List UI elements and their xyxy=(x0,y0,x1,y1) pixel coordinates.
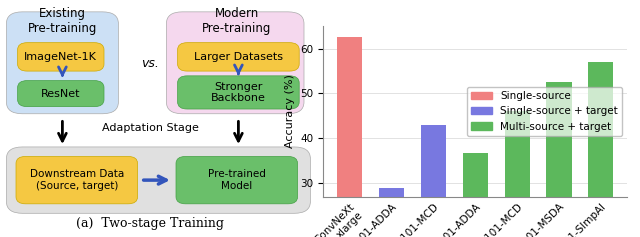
Y-axis label: Accuracy (%): Accuracy (%) xyxy=(285,74,295,148)
Bar xyxy=(547,82,572,237)
FancyBboxPatch shape xyxy=(6,12,118,114)
Bar xyxy=(420,125,446,237)
FancyBboxPatch shape xyxy=(6,147,310,213)
Text: Larger Datasets: Larger Datasets xyxy=(194,52,283,62)
FancyBboxPatch shape xyxy=(178,43,300,71)
Text: ImageNet-1K: ImageNet-1K xyxy=(24,52,97,62)
Bar xyxy=(463,153,488,237)
Text: Downstream Data
(Source, target): Downstream Data (Source, target) xyxy=(29,169,124,191)
FancyBboxPatch shape xyxy=(18,43,104,71)
Legend: Single-source, Single-source + target, Multi-source + target: Single-source, Single-source + target, M… xyxy=(467,87,622,136)
Text: Existing
Pre-training: Existing Pre-training xyxy=(28,7,97,35)
Text: ResNet: ResNet xyxy=(41,89,81,99)
Text: Stronger
Backbone: Stronger Backbone xyxy=(211,82,266,103)
Text: Pre-trained
Model: Pre-trained Model xyxy=(208,169,266,191)
Text: Adaptation Stage: Adaptation Stage xyxy=(102,123,199,133)
Bar xyxy=(379,188,404,237)
FancyBboxPatch shape xyxy=(176,156,298,204)
FancyBboxPatch shape xyxy=(166,12,304,114)
Text: (a)  Two-stage Training: (a) Two-stage Training xyxy=(76,217,225,230)
FancyBboxPatch shape xyxy=(18,81,104,107)
Text: Modern
Pre-training: Modern Pre-training xyxy=(202,7,271,35)
FancyBboxPatch shape xyxy=(178,76,300,109)
FancyBboxPatch shape xyxy=(16,156,138,204)
Bar xyxy=(337,37,362,237)
Bar xyxy=(504,111,530,237)
Text: vs.: vs. xyxy=(141,58,159,70)
Bar xyxy=(588,62,613,237)
